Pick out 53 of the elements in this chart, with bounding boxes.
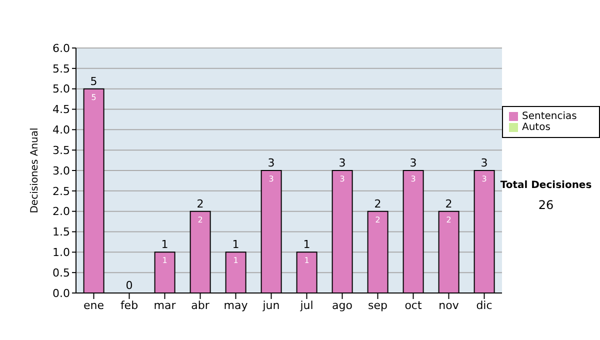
x-tick-label: dic bbox=[476, 298, 492, 312]
total-label: 5 bbox=[90, 74, 98, 88]
x-tick-label: oct bbox=[404, 298, 422, 312]
data-label: 2 bbox=[446, 215, 452, 224]
data-label: 5 bbox=[91, 92, 96, 102]
x-tick-label: mar bbox=[154, 298, 176, 312]
x-tick-label: sep bbox=[368, 298, 388, 312]
x-tick-label: nov bbox=[438, 298, 460, 312]
data-label: 2 bbox=[375, 215, 380, 224]
total-label: 2 bbox=[445, 197, 452, 210]
total-label: 3 bbox=[410, 156, 417, 170]
total-label: 1 bbox=[303, 238, 310, 252]
y-axis-title: Decisiones Anual bbox=[30, 128, 41, 214]
total-label: 3 bbox=[480, 156, 488, 170]
y-tick-label: 4.5 bbox=[52, 103, 70, 116]
legend-label: Sentencias bbox=[522, 111, 577, 122]
annotation: Total Decisiones bbox=[499, 180, 593, 191]
text: 26 bbox=[537, 198, 555, 212]
y-tick-label: 4.0 bbox=[52, 124, 70, 137]
data-label: 1 bbox=[304, 256, 310, 266]
x-tick-label: jul bbox=[299, 298, 314, 312]
y-tick-label: 3.5 bbox=[52, 144, 70, 157]
y-tick-label: 3.0 bbox=[52, 164, 70, 178]
x-tick-label: jun bbox=[262, 298, 280, 312]
x-tick-label: feb bbox=[120, 298, 138, 312]
y-tick-label: 1.5 bbox=[52, 226, 70, 239]
y-tick-label: 0.0 bbox=[52, 286, 70, 300]
total-label: 2 bbox=[196, 197, 204, 210]
legend-label: Autos bbox=[522, 122, 550, 133]
total-label: 3 bbox=[338, 156, 346, 170]
y-tick-label: 5.0 bbox=[52, 82, 70, 96]
total-label: 0 bbox=[126, 279, 133, 292]
y-tick-label: 2.5 bbox=[52, 184, 70, 198]
data-label: 3 bbox=[340, 174, 345, 184]
y-tick-label: 5.5 bbox=[52, 62, 70, 76]
y-tick-label: 2.0 bbox=[52, 205, 70, 218]
total-label: 2 bbox=[374, 197, 382, 210]
data-label: 3 bbox=[410, 174, 416, 184]
y-tick-label: 6.0 bbox=[52, 42, 70, 55]
data-label: 1 bbox=[233, 256, 238, 266]
total-label: 1 bbox=[232, 238, 240, 252]
data-label: 3 bbox=[482, 174, 487, 184]
data-label: 3 bbox=[268, 174, 274, 184]
total-label: 3 bbox=[268, 156, 275, 170]
y-tick-label: 1.0 bbox=[52, 246, 70, 260]
data-label: 2 bbox=[198, 215, 203, 224]
data-label: 1 bbox=[162, 256, 168, 266]
y-tick-label: 0.5 bbox=[52, 266, 70, 280]
x-tick-label: ago bbox=[332, 298, 353, 312]
x-tick-label: may bbox=[224, 298, 248, 312]
x-tick-label: ene bbox=[83, 298, 104, 312]
x-tick-label: abr bbox=[191, 298, 210, 312]
total-label: 1 bbox=[161, 238, 168, 252]
